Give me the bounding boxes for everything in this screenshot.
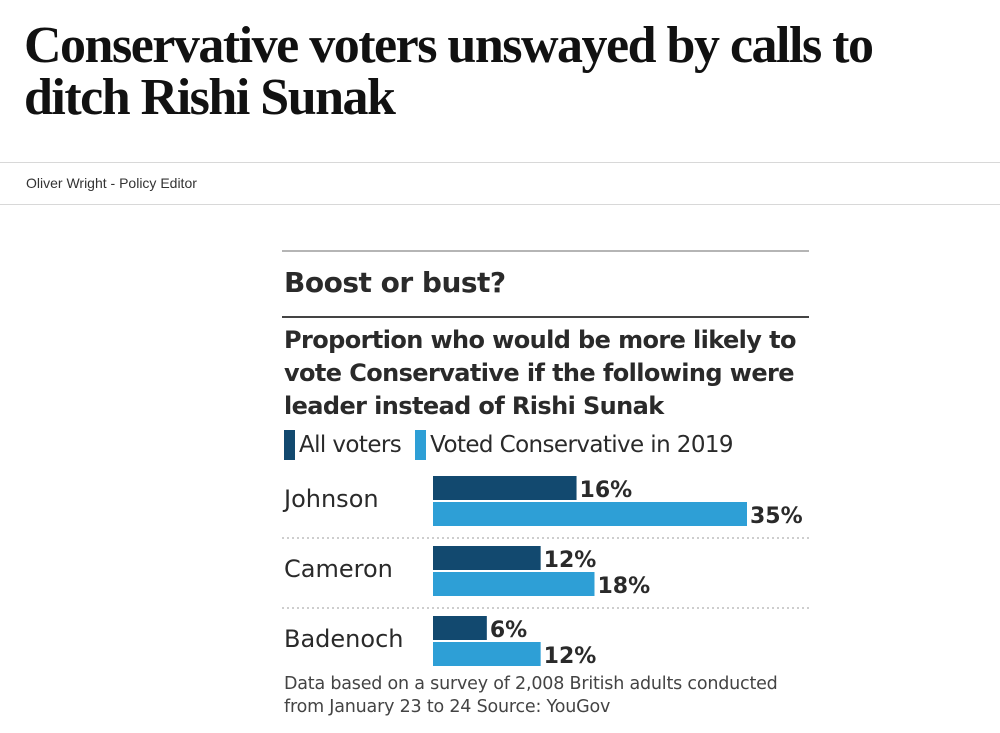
chart-title: Boost or bust? (284, 266, 506, 299)
bar-chart: Johnson 16%35%Cameron 12%18%Badenoch 6%12% (282, 476, 809, 669)
data-label: 12% (544, 548, 597, 573)
data-label: 16% (580, 478, 633, 503)
legend-item-all-voters: All voters (284, 430, 402, 460)
bar (433, 572, 595, 596)
bar (433, 546, 541, 570)
category-label: Badenoch (284, 625, 403, 653)
category-label: Cameron (284, 555, 393, 583)
chart-title-rule (282, 316, 809, 318)
chart-source-note: Data based on a survey of 2,008 British … (284, 674, 778, 717)
legend-swatch-voted-conservative (415, 430, 427, 460)
legend-swatch-all-voters (284, 430, 295, 460)
bar (433, 502, 747, 526)
article-byline[interactable]: Oliver Wright - Policy Editor (26, 175, 197, 191)
bar (433, 616, 487, 640)
chart-top-rule (282, 250, 809, 252)
chart-graphic: Boost or bust? Proportion who would be m… (282, 250, 812, 730)
bar (433, 476, 577, 500)
chart-subtitle: Proportion who would be more likely to v… (284, 326, 796, 420)
legend-item-voted-conservative: Voted Conservative in 2019 (415, 430, 734, 460)
article-headline: Conservative voters unswayed by calls to… (24, 17, 874, 126)
data-label: 6% (490, 618, 527, 643)
data-label: 18% (597, 574, 650, 599)
legend-label-voted-conservative: Voted Conservative in 2019 (430, 432, 733, 458)
data-label: 12% (544, 644, 597, 669)
bar (433, 642, 541, 666)
category-label: Johnson (282, 485, 379, 513)
legend-label-all-voters: All voters (299, 432, 402, 458)
divider (0, 204, 1000, 205)
chart-legend: All voters Voted Conservative in 2019 (284, 430, 747, 460)
divider (0, 162, 1000, 163)
data-label: 35% (750, 504, 803, 529)
